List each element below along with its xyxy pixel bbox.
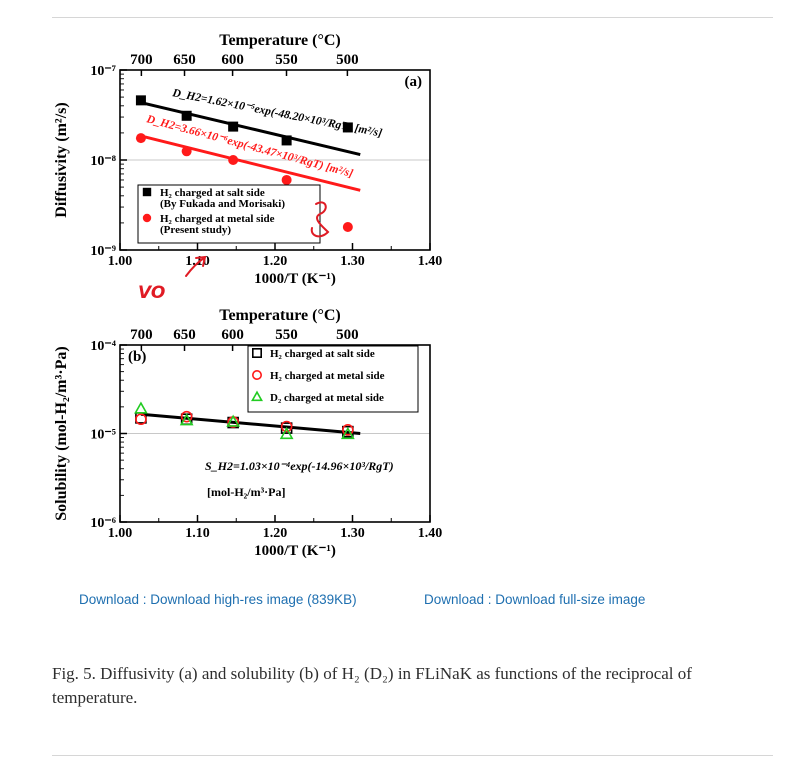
data-point — [180, 410, 193, 423]
x-tick-label: 1.30 — [340, 526, 365, 541]
data-point — [135, 95, 146, 106]
x-tick-label: 1.30 — [340, 254, 365, 269]
data-point — [181, 146, 192, 157]
x-axis-label: 1000/T (K⁻¹) — [254, 543, 336, 559]
top-tick-label: 650 — [173, 327, 196, 343]
y-axis-label: Diffusivity (m²/s) — [53, 102, 70, 217]
top-tick-label: 600 — [221, 327, 244, 343]
legend-marker — [142, 187, 152, 197]
y-tick-label: 10⁻⁸ — [90, 154, 116, 169]
legend-label: (Present study) — [160, 224, 231, 236]
top-tick-label: 700 — [130, 52, 153, 68]
y-axis-label: Solubility (mol-H₂/m³·Pa) — [53, 346, 70, 520]
legend-box — [247, 345, 419, 413]
data-point — [280, 420, 293, 433]
y-tick-label: 10⁻⁹ — [90, 244, 116, 259]
top-tick-label: 500 — [336, 52, 359, 68]
top-tick-label: 500 — [336, 327, 359, 343]
download-highres-link[interactable]: Download : Download high-res image (839K… — [79, 592, 357, 607]
figure-caption: Fig. 5. Diffusivity (a) and solubility (… — [52, 664, 692, 707]
x-tick-label: 1.10 — [185, 526, 210, 541]
data-point — [281, 174, 292, 185]
top-tick-label: 600 — [221, 52, 244, 68]
x-tick-label: 1.20 — [263, 526, 288, 541]
handwritten-vo-mark: VO — [138, 283, 165, 303]
y-tick-label: 10⁻⁵ — [90, 428, 116, 443]
top-tick-label: 550 — [275, 52, 298, 68]
handwritten-arrow — [185, 255, 207, 277]
legend-marker — [252, 347, 263, 358]
legend-label: D₂ charged at metal side — [270, 392, 384, 404]
panel-label: (a) — [405, 74, 423, 90]
data-point — [342, 222, 353, 233]
x-tick-label: 1.00 — [108, 526, 133, 541]
data-point — [181, 110, 192, 121]
data-point — [340, 426, 355, 440]
legend-label: H₂ charged at salt side — [160, 187, 265, 199]
data-point — [279, 426, 294, 440]
top-tick-label: 650 — [173, 52, 196, 68]
data-point — [179, 413, 194, 426]
fit-line — [140, 134, 361, 192]
legend-label: H₂ charged at metal side — [160, 213, 275, 225]
fit-line — [140, 412, 361, 435]
legend-marker — [251, 390, 263, 402]
data-point — [226, 414, 241, 427]
fit-units: [mol-H₂/m³·Pa] — [207, 485, 286, 499]
panel-label: (b) — [128, 349, 146, 365]
y-tick-label: 10⁻⁴ — [90, 339, 116, 354]
data-point — [342, 424, 354, 436]
panel-b: 1.00 1.10 1.20 1.30 1.40 1000/T (K⁻¹) 700 650 60… — [53, 307, 442, 559]
top-axis-label: Temperature (°C) — [219, 32, 340, 49]
data-point — [228, 155, 239, 165]
data-point — [135, 413, 147, 426]
handwritten-squiggle — [310, 201, 330, 238]
top-tick-label: 700 — [130, 327, 153, 343]
fit-equation: S_H2=1.03×10⁻⁴exp(-14.96×10³/RgT) — [205, 459, 394, 473]
fit-line — [140, 101, 361, 156]
x-tick-label: 1.00 — [108, 254, 133, 269]
legend-marker — [142, 213, 152, 223]
y-tick-label: 10⁻⁶ — [90, 516, 116, 531]
legend-label: (By Fukada and Morisaki) — [160, 198, 285, 210]
legend-label: H₂ charged at metal side — [270, 370, 385, 382]
y-tick-label: 10⁻⁷ — [90, 64, 116, 79]
x-tick-label: 1.40 — [418, 254, 443, 269]
data-point — [228, 121, 239, 132]
x-tick-label: 1.20 — [263, 254, 288, 269]
figure-5: 1.00 1.10 1.20 1.30 1.40 1000/T (K⁻¹) 700 650 60… — [53, 32, 442, 559]
legend-marker — [252, 369, 263, 380]
x-tick-label: 1.40 — [418, 526, 443, 541]
top-axis-label: Temperature (°C) — [219, 307, 340, 324]
data-point — [342, 122, 353, 133]
top-tick-label: 550 — [275, 327, 298, 343]
data-point — [134, 401, 148, 414]
top-divider — [52, 17, 773, 18]
data-point — [281, 135, 292, 146]
data-point — [135, 133, 146, 144]
x-axis-label: 1000/T (K⁻¹) — [254, 271, 336, 287]
download-fullsize-link[interactable]: Download : Download full-size image — [424, 592, 646, 607]
bottom-divider — [52, 755, 773, 756]
legend-label: H₂ charged at salt side — [270, 348, 375, 360]
